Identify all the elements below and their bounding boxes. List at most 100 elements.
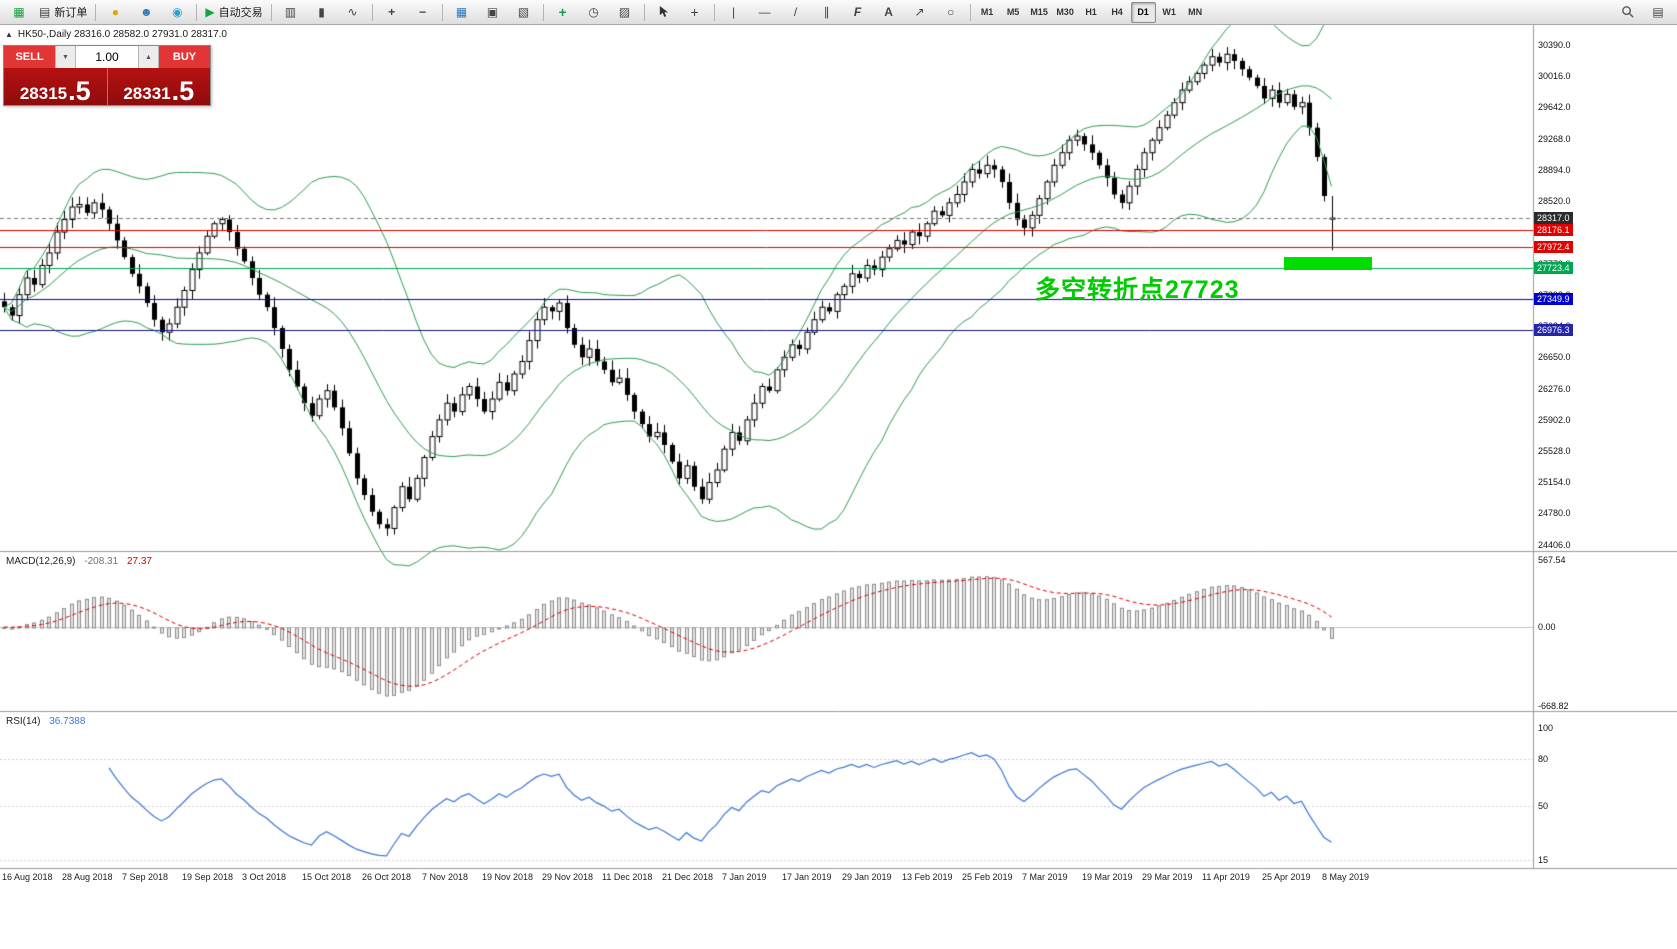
panels-button[interactable]: ▤: [1643, 1, 1673, 24]
new-order-button[interactable]: ▤ 新订单: [35, 1, 91, 24]
tile-windows-button[interactable]: ▦: [447, 1, 477, 24]
rsi-header: RSI(14) 36.7388: [6, 716, 85, 727]
support-icon: ◉: [172, 5, 183, 19]
bar-chart-icon: ▥: [284, 5, 297, 19]
gold-button[interactable]: ●: [100, 1, 130, 24]
timeframe-button-d1[interactable]: D1: [1130, 1, 1156, 23]
horizontal-line-button[interactable]: —: [750, 1, 780, 24]
macd-label: MACD(12,26,9): [6, 556, 76, 567]
vertical-line-button[interactable]: |: [719, 1, 749, 24]
line-chart-icon: ∿: [347, 5, 358, 19]
buy-button[interactable]: BUY: [159, 46, 210, 68]
zoom-out-icon: −: [419, 5, 427, 19]
pivot-annotation-text[interactable]: 多空转折点27723: [1035, 276, 1240, 304]
sell-price-main: 28315: [19, 84, 68, 103]
timeframe-button-mn[interactable]: MN: [1188, 7, 1203, 17]
text-tool-icon: A: [884, 5, 893, 19]
trade-panel-prices: 28315 .5 28331 .5: [4, 68, 210, 105]
templates-icon: ▨: [618, 5, 631, 19]
arrows-tool-button[interactable]: ↗: [905, 1, 935, 24]
channel-icon: ∥: [823, 5, 830, 19]
rsi-value: 36.7388: [49, 716, 86, 727]
new-chart-button[interactable]: ▦: [4, 1, 34, 24]
zoom-in-button[interactable]: +: [377, 1, 407, 24]
symbol-ohlc-text: HK50-,Daily 28316.0 28582.0 27931.0 2831…: [17, 29, 227, 40]
collapse-trade-panel-icon[interactable]: ▲: [5, 30, 13, 39]
buy-price[interactable]: 28331 .5: [106, 68, 211, 106]
fibonacci-icon: F: [853, 5, 862, 19]
add-indicator-icon: +: [558, 4, 567, 20]
periods-button[interactable]: ◷: [579, 1, 609, 24]
bar-chart-button[interactable]: ▥: [276, 1, 306, 24]
macd-header: MACD(12,26,9) -208.31 27.37: [6, 556, 152, 567]
trendline-button[interactable]: /: [781, 1, 811, 24]
toolbar-separator: [196, 3, 198, 21]
toolbar-separator: [441, 3, 443, 21]
zoom-out-button[interactable]: −: [408, 1, 438, 24]
macd-main-value: -208.31: [84, 556, 119, 567]
volume-increase-button[interactable]: ▲: [138, 46, 159, 68]
toolbar-separator: [95, 3, 97, 21]
autotrading-label: 自动交易: [218, 7, 263, 19]
buy-price-pips: .5: [171, 76, 195, 106]
support-button[interactable]: ◉: [162, 1, 192, 24]
toolbar: ▦ ▤ 新订单 ● ☻ ◉ ▶ 自动交易 ▥ ▮ ∿: [0, 0, 1677, 25]
new-chart-icon: ▦: [13, 5, 25, 19]
arrows-tool-icon: ↗: [914, 5, 925, 19]
add-indicator-button[interactable]: +: [548, 1, 578, 24]
green-highlight-bar[interactable]: [1284, 257, 1372, 270]
sell-button[interactable]: SELL: [4, 46, 55, 68]
new-order-label: 新订单: [54, 7, 88, 19]
timeframe-button-w1[interactable]: W1: [1162, 7, 1176, 17]
crosshair-button[interactable]: +: [680, 1, 710, 24]
volume-input[interactable]: [76, 46, 138, 68]
timeframe-button-m5[interactable]: M5: [1006, 7, 1020, 17]
volume-decrease-button[interactable]: ▼: [55, 46, 76, 68]
trendline-icon: /: [793, 5, 798, 19]
timeframe-button-m1[interactable]: M1: [980, 7, 994, 17]
chart-canvas[interactable]: [0, 25, 1677, 886]
sell-price[interactable]: 28315 .5: [4, 68, 107, 105]
cursor-button[interactable]: [649, 1, 679, 24]
crosshair-icon: +: [690, 4, 699, 20]
fibonacci-button[interactable]: F: [843, 1, 873, 24]
trade-panel-controls: SELL ▼ ▲ BUY: [4, 46, 210, 68]
toolbar-separator: [270, 3, 272, 21]
one-click-trading-panel: SELL ▼ ▲ BUY 28315 .5 28331 .5: [3, 45, 211, 106]
shapes-tool-button[interactable]: ○: [936, 1, 966, 24]
horizontal-line-icon: —: [758, 5, 771, 19]
panels-icon: ▤: [1652, 5, 1664, 19]
text-tool-button[interactable]: A: [874, 1, 904, 24]
zoom-in-icon: +: [388, 5, 396, 19]
channel-button[interactable]: ∥: [812, 1, 842, 24]
timeframe-button-m15[interactable]: M15: [1030, 7, 1048, 17]
community-icon: ☻: [140, 5, 153, 19]
play-icon: ▶: [205, 5, 215, 19]
symbol-header: ▲ HK50-,Daily 28316.0 28582.0 27931.0 28…: [5, 29, 227, 40]
templates-button[interactable]: ▨: [610, 1, 640, 24]
candlestick-button[interactable]: ▮: [307, 1, 337, 24]
macd-signal-value: 27.37: [126, 556, 152, 567]
timeframe-button-m30[interactable]: M30: [1056, 7, 1074, 17]
data-window-button[interactable]: ▣: [478, 1, 508, 24]
navigator-button[interactable]: ▧: [509, 1, 539, 24]
toolbar-separator: [713, 3, 715, 21]
navigator-icon: ▧: [517, 5, 530, 19]
new-order-icon: ▤: [39, 5, 51, 19]
tile-windows-icon: ▦: [455, 5, 468, 19]
candlestick-icon: ▮: [318, 5, 325, 19]
search-button[interactable]: [1612, 1, 1642, 24]
line-chart-button[interactable]: ∿: [338, 1, 368, 24]
autotrading-button[interactable]: ▶ 自动交易: [201, 1, 266, 24]
rsi-label: RSI(14): [6, 716, 41, 727]
sell-price-pips: .5: [68, 76, 91, 106]
buy-price-main: 28331: [123, 84, 171, 103]
search-icon: [1621, 5, 1634, 20]
gold-icon: ●: [111, 5, 119, 19]
toolbar-separator: [643, 3, 645, 21]
cursor-icon: [658, 5, 669, 20]
community-button[interactable]: ☻: [131, 1, 161, 24]
timeframe-button-h1[interactable]: H1: [1085, 7, 1097, 17]
timeframe-button-h4[interactable]: H4: [1111, 7, 1123, 17]
shapes-tool-icon: ○: [946, 5, 955, 19]
